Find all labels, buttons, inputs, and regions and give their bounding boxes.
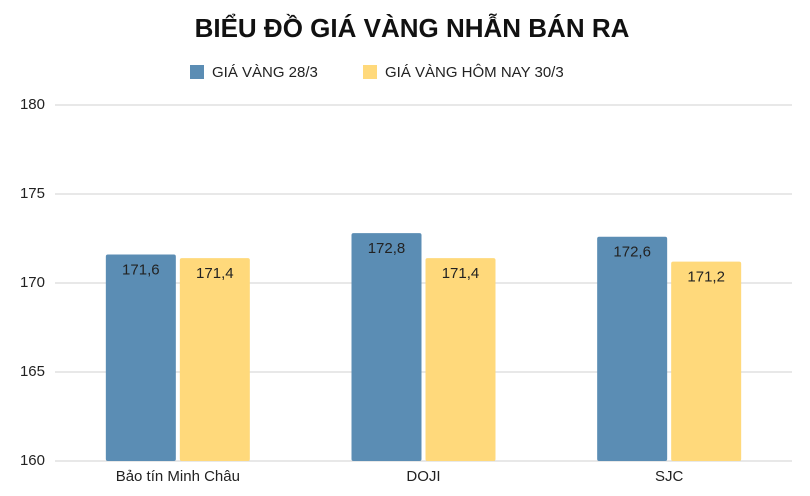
x-tick-label: DOJI — [406, 468, 440, 485]
bar — [179, 258, 250, 461]
y-tick-label: 160 — [20, 452, 45, 469]
value-label: 172,6 — [613, 244, 651, 261]
bar — [105, 254, 176, 461]
y-tick-label: 180 — [20, 96, 45, 113]
y-tick-label: 170 — [20, 274, 45, 291]
y-tick-label: 165 — [20, 363, 45, 380]
value-label: 172,8 — [368, 240, 406, 257]
bar — [671, 261, 742, 461]
value-label: 171,4 — [442, 265, 480, 282]
x-tick-label: Bảo tín Minh Châu — [116, 468, 240, 485]
bar — [351, 233, 422, 461]
legend-label: GIÁ VÀNG HÔM NAY 30/3 — [385, 64, 564, 81]
legend-swatch — [190, 65, 204, 79]
value-label: 171,4 — [196, 265, 234, 282]
value-label: 171,6 — [122, 261, 160, 278]
y-tick-label: 175 — [20, 185, 45, 202]
legend-swatch — [363, 65, 377, 79]
chart-title: BIỂU ĐỒ GIÁ VÀNG NHẪN BÁN RA — [195, 13, 630, 43]
x-tick-label: SJC — [655, 468, 684, 485]
legend-label: GIÁ VÀNG 28/3 — [212, 64, 318, 81]
value-label: 171,2 — [687, 269, 725, 286]
bar — [425, 258, 496, 461]
bar — [597, 236, 668, 461]
